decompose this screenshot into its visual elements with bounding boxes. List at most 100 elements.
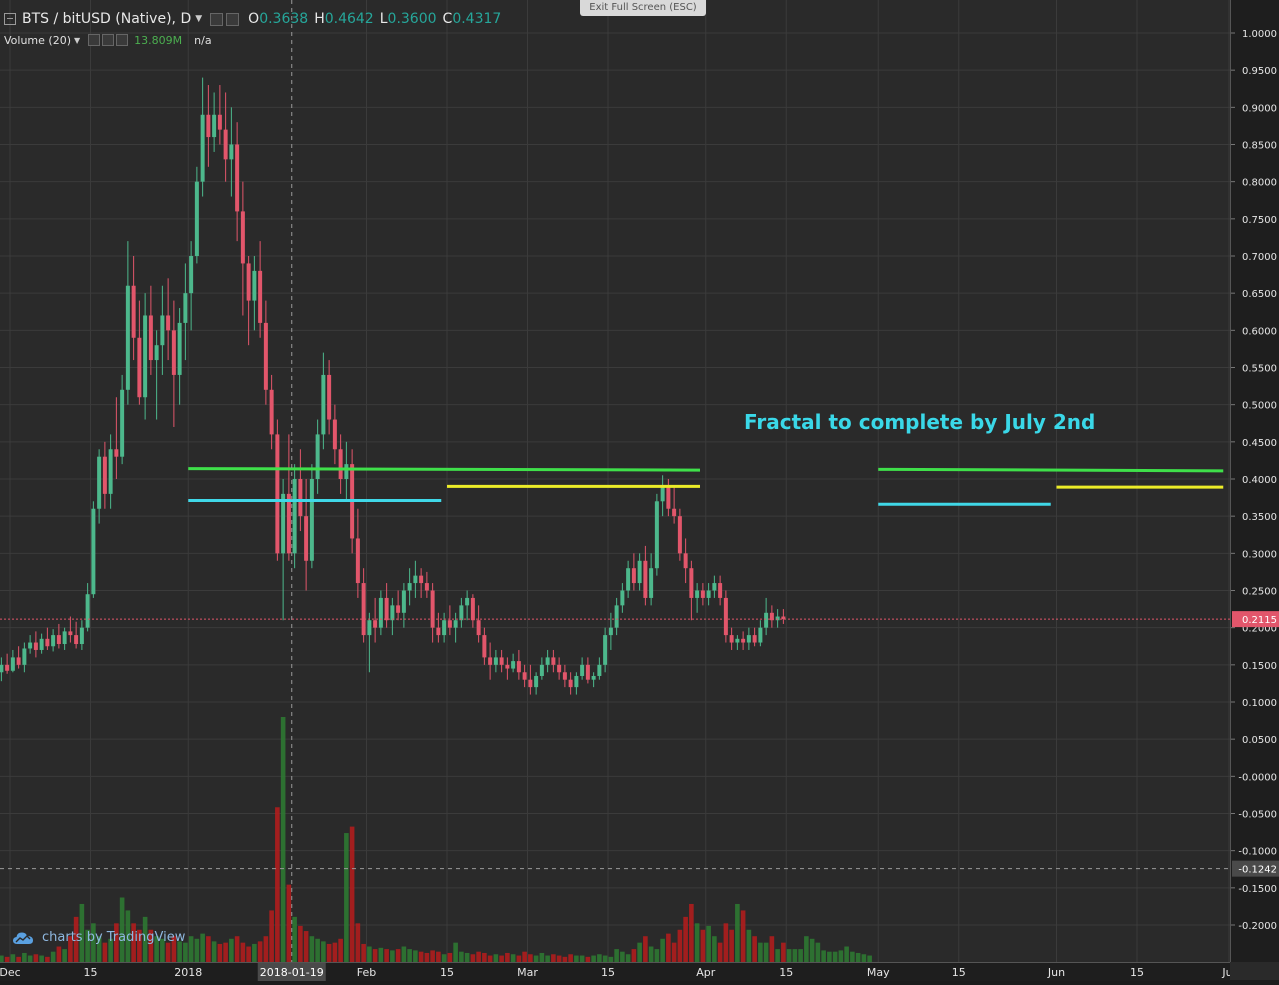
volume-bar — [361, 943, 366, 962]
candle-body — [177, 322, 182, 375]
candle-body — [447, 620, 452, 628]
close-icon[interactable] — [116, 34, 129, 46]
horizontal-line-green — [878, 467, 1224, 473]
volume-bar — [666, 933, 671, 962]
volume-bar — [648, 946, 654, 962]
high-value: 0.4642 — [324, 11, 374, 27]
candlestick-chart[interactable] — [0, 0, 1230, 962]
volume-bar — [292, 916, 297, 962]
volume-bar — [275, 807, 280, 962]
time-axis[interactable]: Dec 15 2018 Feb 15 Mar 15 Apr 15 May 15 Jun 15 Jul 201… — [0, 962, 1236, 981]
candle-body — [465, 597, 470, 606]
candle-body — [361, 583, 366, 636]
last-price-label: 0.2115 — [1242, 615, 1277, 626]
volume-label[interactable]: Volume (20) — [4, 33, 71, 47]
plot-area[interactable]: BTS / bitUSD (Native), D ▼ O 0.3638 H 0.46… — [0, 0, 1230, 962]
grid-lines — [0, 0, 1230, 962]
volume-bar — [631, 949, 637, 962]
volume-bar — [551, 954, 556, 962]
candle-body — [74, 635, 79, 645]
candle-body — [614, 605, 619, 628]
x-tick-label: Dec — [0, 966, 21, 979]
candle-body — [246, 263, 251, 301]
candle-body — [539, 664, 544, 676]
volume-bar — [786, 949, 792, 962]
price-axis[interactable]: 1.0000 0.9500 0.9000 0.8500 0.8000 0.7500 0.70… — [1230, 0, 1279, 962]
visibility-icon[interactable] — [210, 12, 224, 26]
candle-body — [505, 664, 510, 669]
volume-bar — [562, 956, 568, 962]
volume-bar — [660, 938, 665, 962]
volume-bar — [114, 923, 119, 962]
candle-body — [194, 181, 199, 256]
candle-body — [0, 664, 4, 673]
chevron-down-icon[interactable]: ▼ — [195, 14, 203, 24]
volume-bar — [510, 954, 516, 962]
candle-body — [315, 434, 320, 479]
annotation-text: Fractal to complete by July 2nd — [744, 410, 1096, 434]
candle-body — [62, 631, 67, 645]
y-tick-label: -0.0500 — [1238, 810, 1277, 821]
volume-bar — [148, 929, 154, 962]
x-tick-label: Mar — [517, 966, 538, 979]
y-tick-label: 0.9500 — [1242, 66, 1277, 77]
volume-bar — [441, 954, 447, 962]
volume-bar — [372, 949, 378, 962]
volume-bar — [223, 942, 228, 962]
candle-body — [574, 675, 579, 688]
candle-body — [229, 144, 234, 160]
candle-body — [240, 211, 245, 264]
candle-body — [626, 568, 631, 591]
candle-body — [137, 337, 142, 398]
visibility-icon[interactable] — [88, 34, 101, 46]
candle-body — [79, 627, 84, 645]
y-tick-label: -0.1500 — [1238, 884, 1277, 895]
volume-bar — [476, 951, 481, 962]
candle-body — [499, 657, 504, 665]
chevron-down-icon[interactable]: ▼ — [74, 35, 81, 45]
high-label: H — [314, 11, 325, 27]
candle-body — [764, 612, 769, 628]
volume-bar — [108, 938, 113, 962]
symbol-title[interactable]: BTS / bitUSD (Native), D — [22, 11, 192, 27]
collapse-icon[interactable] — [4, 13, 16, 25]
exit-fullscreen-button[interactable]: Exit Full Screen (ESC) — [580, 0, 706, 16]
candle-body — [746, 635, 751, 643]
candle-body — [419, 575, 424, 584]
y-tick-label: 0.8500 — [1242, 141, 1277, 152]
volume-bar — [39, 955, 44, 962]
candle-body — [580, 664, 585, 676]
volume-bar — [568, 954, 573, 962]
candle-body — [700, 590, 705, 598]
y-tick-label: 0.3500 — [1242, 512, 1277, 523]
volume-bar — [763, 942, 769, 962]
volume-bar — [677, 929, 683, 962]
candle-body — [666, 486, 671, 509]
candle-body — [677, 516, 682, 554]
candle-body — [200, 114, 205, 182]
candle-body — [557, 664, 562, 673]
candle-body — [85, 594, 90, 628]
volume-bar — [752, 936, 757, 962]
settings-icon[interactable] — [226, 12, 240, 26]
volume-bar — [689, 903, 694, 962]
candle-body — [758, 627, 763, 643]
x-tick-label: Jun — [1047, 966, 1065, 979]
y-tick-label: 0.2000 — [1242, 624, 1277, 635]
tradingview-branding[interactable]: charts by TradingView — [12, 930, 185, 945]
candle-body — [683, 553, 688, 569]
settings-icon[interactable] — [102, 34, 115, 46]
candle-body — [235, 144, 240, 212]
x-tick-label: 15 — [1130, 966, 1144, 979]
volume-bar — [470, 954, 476, 962]
candle-body — [401, 590, 406, 613]
candle-body — [476, 620, 481, 636]
volume-bar — [844, 946, 849, 962]
volume-bar — [286, 884, 292, 962]
volume-bar — [390, 950, 395, 962]
volume-bar — [85, 929, 90, 962]
y-tick-label: 0.7500 — [1242, 215, 1277, 226]
volume-bar — [861, 954, 867, 962]
x-tick-label: 15 — [779, 966, 793, 979]
x-tick-label: Feb — [357, 966, 376, 979]
